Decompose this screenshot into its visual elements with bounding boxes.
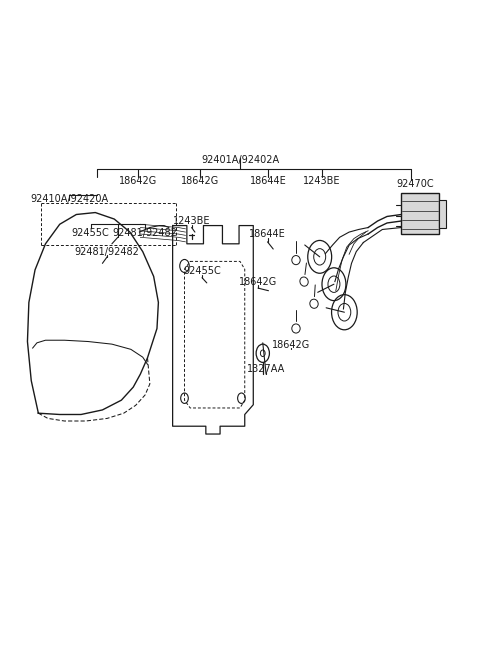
Text: 92401A/92402A: 92401A/92402A bbox=[201, 156, 279, 166]
Text: 1327AA: 1327AA bbox=[247, 364, 285, 374]
Text: 18642G: 18642G bbox=[239, 277, 277, 286]
Text: 92470C: 92470C bbox=[397, 179, 434, 189]
Text: 18642G: 18642G bbox=[119, 176, 157, 187]
Text: 18642G: 18642G bbox=[272, 340, 311, 350]
Bar bbox=[439, 200, 446, 227]
Text: 92481/92482: 92481/92482 bbox=[75, 246, 140, 257]
Text: 92410A/92420A: 92410A/92420A bbox=[30, 194, 108, 204]
Text: 1243BE: 1243BE bbox=[173, 216, 210, 226]
Text: 18644E: 18644E bbox=[250, 176, 287, 187]
Text: 18644E: 18644E bbox=[249, 229, 286, 239]
Bar bbox=[401, 193, 439, 234]
Text: 1243BE: 1243BE bbox=[303, 176, 340, 187]
Text: 92481/92482: 92481/92482 bbox=[113, 228, 178, 238]
Text: 92455C: 92455C bbox=[183, 266, 221, 276]
Text: 18642G: 18642G bbox=[180, 176, 219, 187]
Text: 92455C: 92455C bbox=[72, 228, 109, 238]
